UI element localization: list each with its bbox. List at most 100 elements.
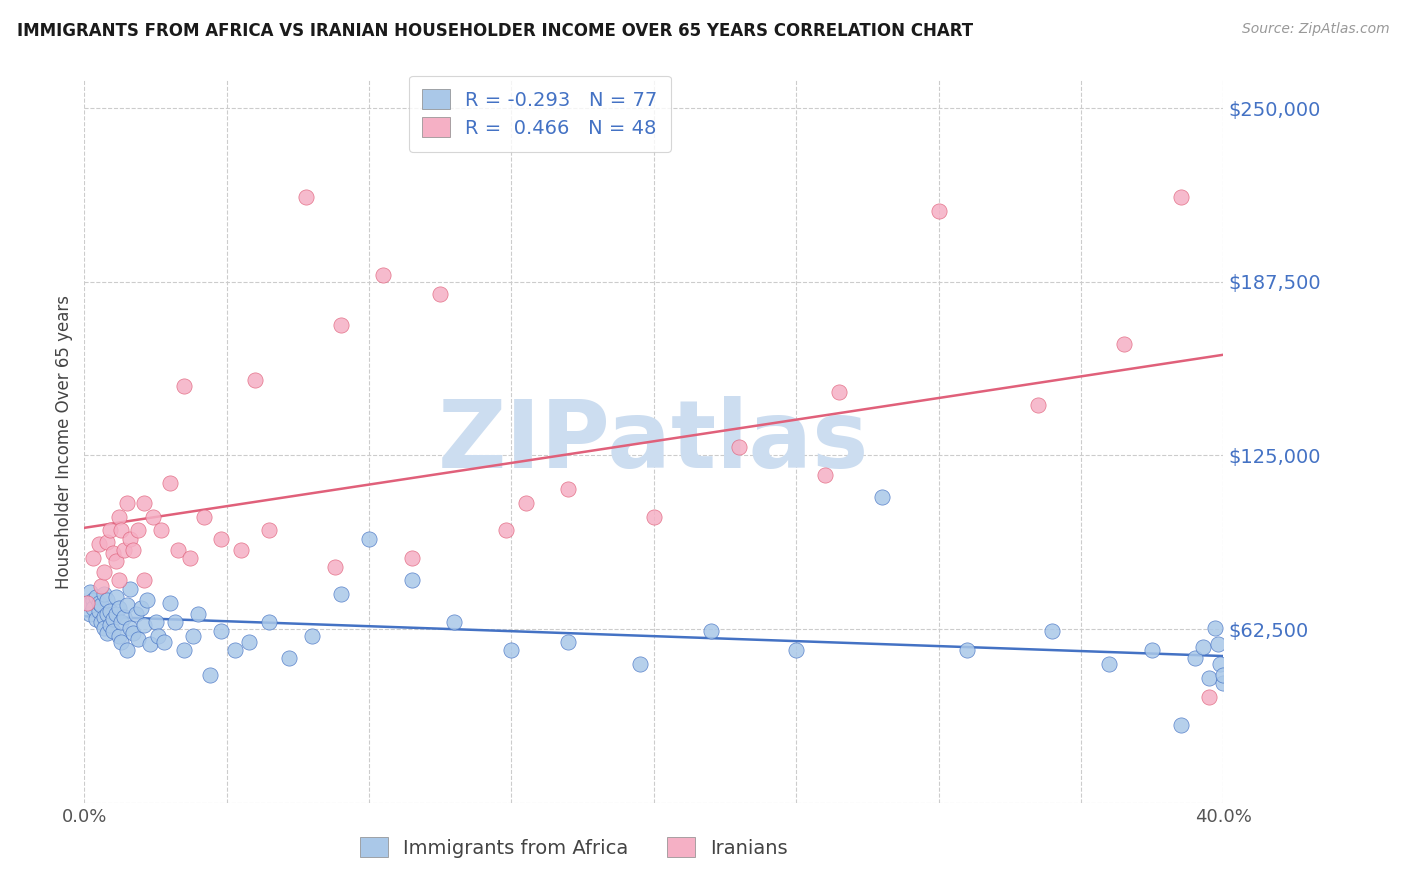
Point: [96, 534, 118, 549]
Point: [115, 496, 138, 510]
Point: [90, 615, 112, 630]
Point: [928, 203, 950, 218]
Point: [90, 579, 112, 593]
Legend: Immigrants from Africa, Iranians: Immigrants from Africa, Iranians: [353, 830, 796, 865]
Point: [101, 624, 124, 638]
Point: [295, 190, 318, 204]
Point: [110, 524, 132, 538]
Text: Source: ZipAtlas.com: Source: ZipAtlas.com: [1241, 22, 1389, 37]
Point: [79, 584, 101, 599]
Point: [159, 476, 181, 491]
Point: [127, 524, 149, 538]
Point: [148, 629, 170, 643]
Point: [96, 607, 118, 621]
Point: [82, 601, 104, 615]
Point: [101, 612, 124, 626]
Point: [1042, 624, 1064, 638]
Point: [238, 634, 260, 648]
Point: [245, 373, 267, 387]
Point: [134, 496, 156, 510]
Point: [142, 509, 165, 524]
Point: [323, 559, 346, 574]
Point: [134, 574, 156, 588]
Point: [728, 440, 751, 454]
Point: [118, 582, 141, 596]
Point: [643, 509, 665, 524]
Point: [1206, 637, 1229, 651]
Point: [1098, 657, 1121, 671]
Point: [87, 604, 110, 618]
Point: [193, 509, 215, 524]
Point: [1026, 398, 1049, 412]
Point: [159, 596, 181, 610]
Point: [870, 490, 893, 504]
Point: [785, 643, 807, 657]
Point: [98, 604, 121, 618]
Point: [628, 657, 651, 671]
Point: [495, 524, 517, 538]
Point: [278, 651, 301, 665]
Point: [104, 590, 127, 604]
Point: [115, 643, 138, 657]
Point: [557, 482, 579, 496]
Point: [136, 593, 159, 607]
Point: [112, 609, 135, 624]
Point: [115, 599, 138, 613]
Point: [112, 542, 135, 557]
Point: [329, 318, 352, 332]
Point: [87, 596, 110, 610]
Point: [96, 626, 118, 640]
Point: [101, 546, 124, 560]
Point: [98, 618, 121, 632]
Point: [828, 384, 851, 399]
Point: [209, 532, 232, 546]
Point: [1198, 690, 1220, 705]
Point: [76, 596, 98, 610]
Point: [127, 632, 149, 646]
Point: [1209, 657, 1232, 671]
Point: [259, 615, 281, 630]
Point: [429, 287, 451, 301]
Point: [118, 532, 141, 546]
Text: IMMIGRANTS FROM AFRICA VS IRANIAN HOUSEHOLDER INCOME OVER 65 YEARS CORRELATION C: IMMIGRANTS FROM AFRICA VS IRANIAN HOUSEH…: [17, 22, 973, 40]
Point: [956, 643, 979, 657]
Point: [187, 607, 209, 621]
Point: [107, 509, 129, 524]
Point: [1140, 643, 1163, 657]
Point: [443, 615, 465, 630]
Point: [93, 587, 115, 601]
Point: [121, 626, 143, 640]
Point: [167, 542, 190, 557]
Point: [373, 268, 395, 282]
Point: [131, 601, 153, 615]
Point: [501, 643, 523, 657]
Point: [150, 524, 173, 538]
Point: [515, 496, 537, 510]
Y-axis label: Householder Income Over 65 years: Householder Income Over 65 years: [55, 294, 73, 589]
Point: [1170, 190, 1192, 204]
Point: [229, 542, 252, 557]
Point: [814, 467, 837, 482]
Point: [173, 379, 195, 393]
Point: [104, 607, 127, 621]
Point: [134, 618, 156, 632]
Point: [173, 643, 195, 657]
Point: [198, 668, 221, 682]
Point: [224, 643, 246, 657]
Point: [139, 637, 162, 651]
Point: [557, 634, 579, 648]
Point: [700, 624, 723, 638]
Point: [153, 634, 176, 648]
Point: [84, 612, 107, 626]
Point: [82, 551, 104, 566]
Point: [301, 629, 323, 643]
Point: [107, 629, 129, 643]
Point: [93, 565, 115, 579]
Point: [1170, 718, 1192, 732]
Point: [1212, 676, 1234, 690]
Point: [90, 599, 112, 613]
Point: [1192, 640, 1215, 655]
Point: [1198, 671, 1220, 685]
Point: [209, 624, 232, 638]
Point: [104, 554, 127, 568]
